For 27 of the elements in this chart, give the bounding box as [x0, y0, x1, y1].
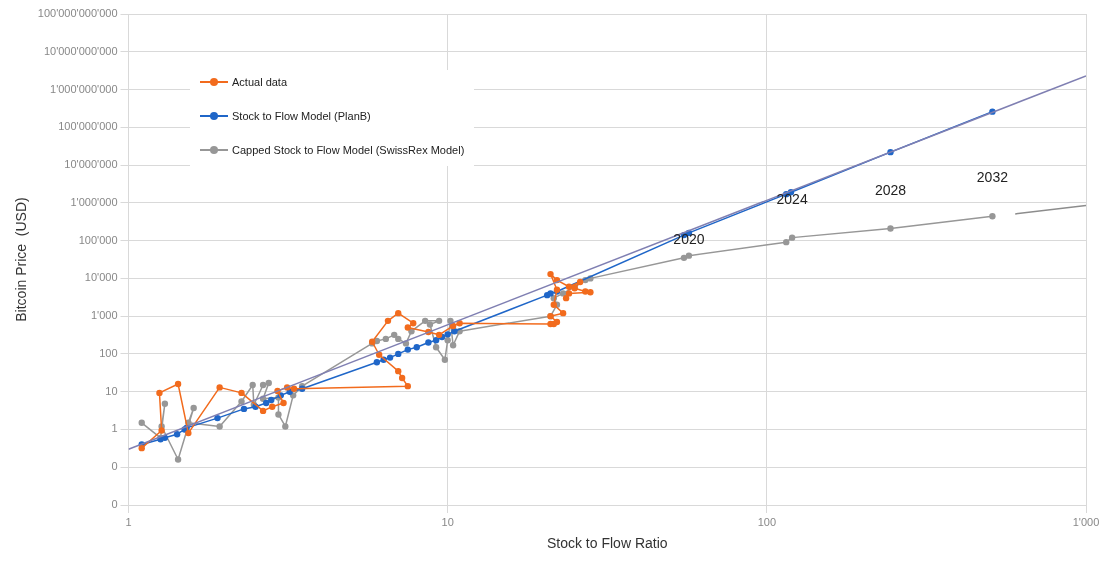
- y-tick-label: 0: [111, 460, 118, 473]
- y-tick-label: 100'000: [78, 233, 118, 246]
- annotation: 2020: [673, 231, 705, 248]
- y-tick-label: 100'000'000'000: [37, 7, 118, 20]
- legend-label: Capped Stock to Flow Model (SwissRex Model): [232, 144, 465, 156]
- y-tick-label: 10'000: [84, 271, 118, 284]
- y-tick-label: 100'000'000: [58, 120, 118, 133]
- y-tick-label: 10: [105, 384, 118, 397]
- legend-label: Stock to Flow Model (PlanB): [232, 110, 371, 122]
- y-tick-label: 1'000'000'000: [50, 82, 118, 95]
- y-tick-label: 1: [111, 422, 118, 435]
- annotation: 2028: [874, 181, 907, 198]
- y-tick-label: 10'000'000: [64, 158, 118, 171]
- y-axis-title: Bitcoin Price (USD): [13, 197, 30, 322]
- x-tick-label: 1'000: [1072, 515, 1100, 528]
- legend-label: Actual data: [232, 76, 288, 88]
- x-axis-title: Stock to Flow Ratio: [546, 535, 668, 552]
- annotation: 2024: [776, 190, 808, 207]
- y-tick-label: 1'000: [90, 309, 118, 322]
- y-tick-label: 0: [111, 498, 118, 511]
- y-tick-label: 10'000'000'000: [43, 44, 118, 57]
- y-tick-label: 1'000'000: [70, 195, 118, 208]
- x-tick-label: 100: [757, 515, 777, 528]
- annotation: 2032: [976, 169, 1009, 186]
- x-tick-label: 10: [441, 515, 454, 528]
- y-tick-label: 100: [99, 346, 118, 359]
- x-tick-label: 1: [125, 515, 132, 528]
